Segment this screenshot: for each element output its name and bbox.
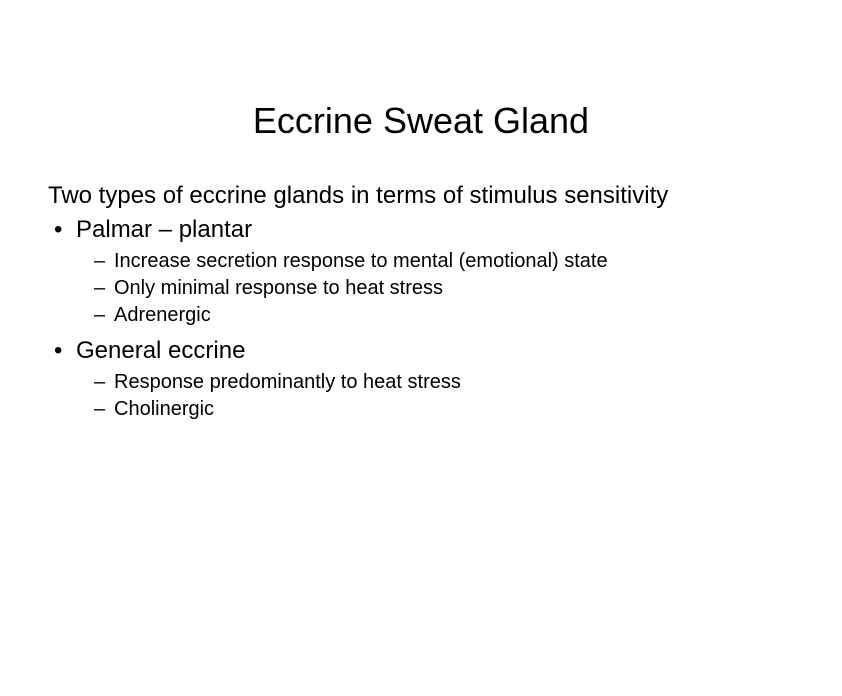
slide: Eccrine Sweat Gland Two types of eccrine… xyxy=(0,100,842,696)
slide-body: Two types of eccrine glands in terms of … xyxy=(48,182,794,421)
section-subitem: Increase secretion response to mental (e… xyxy=(48,250,794,273)
section-subitem: Response predominantly to heat stress xyxy=(48,371,794,394)
intro-text: Two types of eccrine glands in terms of … xyxy=(48,182,794,210)
section-subitem: Only minimal response to heat stress xyxy=(48,277,794,300)
section-heading: General eccrine xyxy=(48,337,794,365)
section-1: General eccrine Response predominantly t… xyxy=(48,337,794,421)
section-heading: Palmar – plantar xyxy=(48,216,794,244)
section-subitem: Cholinergic xyxy=(48,398,794,421)
section-0: Palmar – plantar Increase secretion resp… xyxy=(48,216,794,327)
section-subitem: Adrenergic xyxy=(48,304,794,327)
slide-title: Eccrine Sweat Gland xyxy=(0,100,842,142)
